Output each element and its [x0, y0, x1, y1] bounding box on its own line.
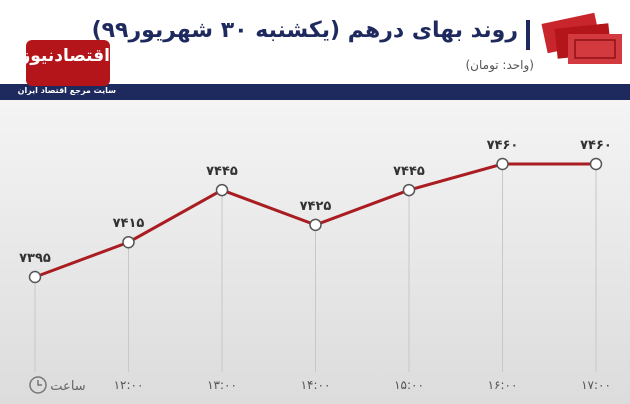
x-tick-label: ۱۵:۰۰: [394, 378, 424, 392]
tagline: سایت مرجع اقتصاد ایران: [17, 86, 116, 95]
data-point: [28, 270, 42, 284]
x-tick-label: ۱۴:۰۰: [301, 378, 331, 392]
value-label: ۷۴۴۵: [206, 164, 238, 179]
data-point: [496, 157, 509, 171]
header-band: [0, 84, 630, 100]
value-label: ۷۴۶۰: [487, 138, 519, 153]
data-point: [309, 218, 322, 232]
x-axis-label: ساعت: [50, 379, 85, 394]
money-icon: [541, 12, 622, 64]
value-label: ۷۴۲۵: [300, 199, 332, 214]
x-tick-label: ۱۲:۰۰: [114, 378, 144, 392]
value-label: ۷۴۱۵: [113, 216, 145, 231]
clock-icon: [29, 376, 47, 394]
data-point: [215, 183, 229, 197]
chart-subtitle: (واحد: تومان): [465, 58, 534, 72]
x-tick-label: ۱۳:۰۰: [207, 378, 237, 392]
value-label: ۷۴۴۵: [393, 164, 425, 179]
data-point: [122, 235, 135, 249]
x-tick-label: ۱۶:۰۰: [488, 378, 518, 392]
logo-box: [26, 40, 110, 86]
data-point: [402, 183, 416, 197]
logo: اقتصادنیوز: [20, 46, 110, 66]
chart-title: روند بهای درهم (یکشنبه ۳۰ شهریور۹۹): [91, 18, 518, 43]
x-tick-label: ۱۷:۰۰: [581, 378, 611, 392]
value-label: ۷۳۹۵: [19, 251, 51, 266]
data-point: [589, 157, 603, 171]
value-label: ۷۴۶۰: [580, 138, 612, 153]
